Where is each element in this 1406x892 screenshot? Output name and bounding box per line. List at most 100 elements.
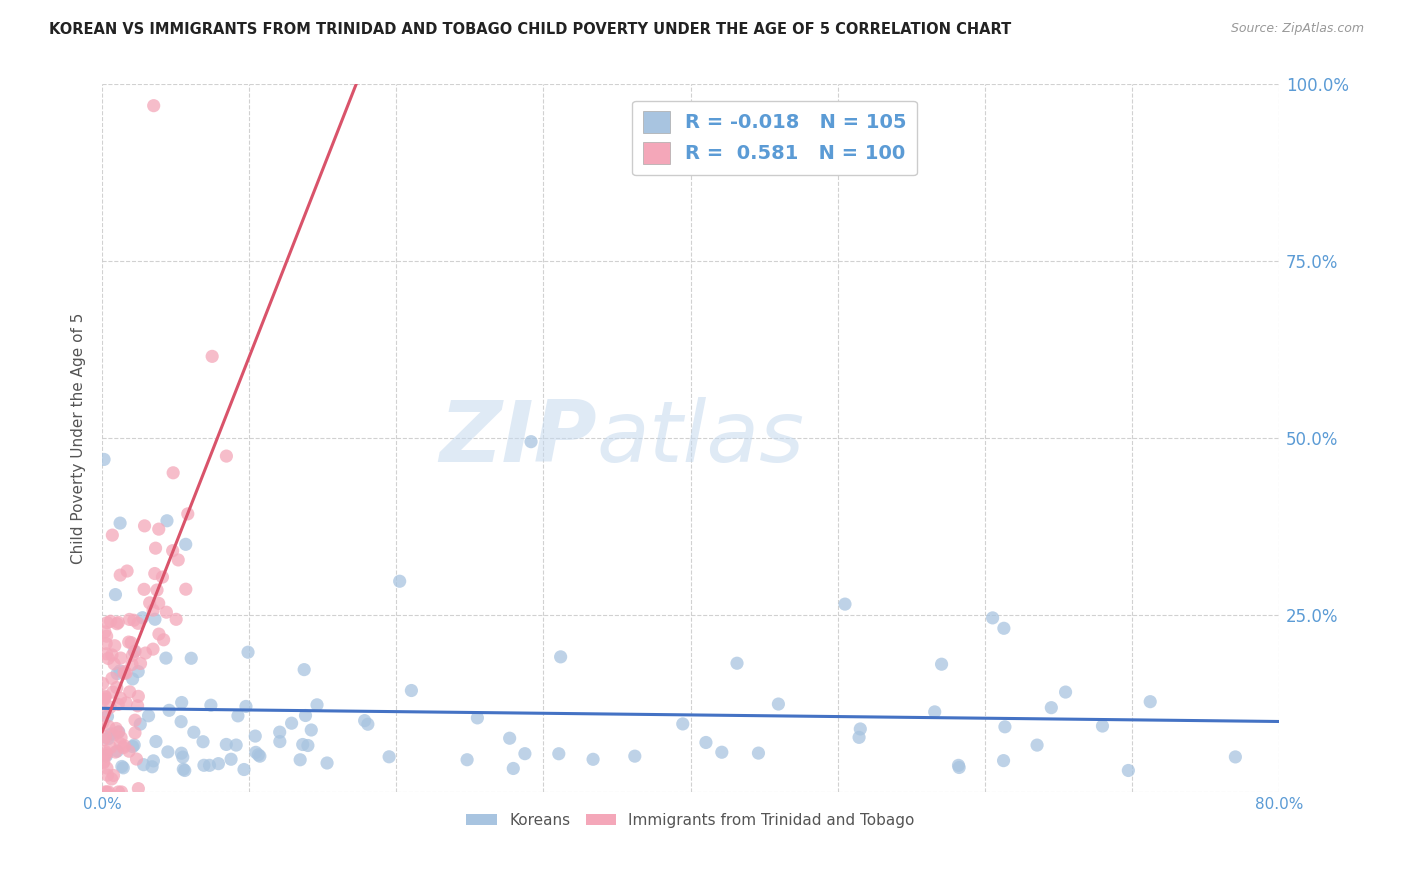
- Point: [180, 651, 202, 665]
- Point: [93, 692, 115, 706]
- Point: [105, 616, 128, 631]
- Point: [96, 647, 118, 661]
- Point: [122, 613, 145, 627]
- Point: [96, 629, 118, 643]
- Point: [134, 646, 156, 660]
- Point: [121, 672, 143, 686]
- Point: [103, 657, 125, 671]
- Point: [226, 709, 249, 723]
- Point: [100, 740, 122, 755]
- Point: [305, 698, 328, 712]
- Point: [91, 756, 114, 770]
- Point: [91, 715, 114, 730]
- Point: [148, 596, 170, 610]
- Point: [108, 664, 131, 678]
- Point: [125, 752, 148, 766]
- Point: [142, 98, 165, 112]
- Point: [162, 466, 184, 480]
- Point: [1139, 695, 1161, 709]
- Point: [695, 735, 717, 749]
- Point: [100, 614, 122, 628]
- Point: [623, 749, 645, 764]
- Point: [143, 612, 166, 626]
- Point: [108, 737, 131, 751]
- Point: [118, 612, 141, 626]
- Point: [103, 768, 125, 782]
- Point: [165, 612, 187, 626]
- Point: [520, 434, 543, 449]
- Point: [124, 644, 146, 658]
- Point: [245, 729, 267, 743]
- Point: [401, 683, 423, 698]
- Point: [170, 696, 193, 710]
- Point: [142, 754, 165, 768]
- Point: [148, 522, 170, 536]
- Point: [152, 570, 174, 584]
- Point: [122, 644, 145, 658]
- Point: [104, 588, 127, 602]
- Point: [981, 611, 1004, 625]
- Point: [118, 685, 141, 699]
- Point: [111, 759, 134, 773]
- Point: [513, 747, 536, 761]
- Point: [357, 717, 380, 731]
- Point: [269, 725, 291, 739]
- Point: [98, 700, 121, 714]
- Point: [146, 582, 169, 597]
- Point: [112, 740, 135, 755]
- Point: [104, 639, 127, 653]
- Point: [498, 731, 520, 746]
- Point: [100, 727, 122, 741]
- Point: [170, 714, 193, 729]
- Text: atlas: atlas: [596, 397, 804, 480]
- Point: [233, 763, 256, 777]
- Point: [236, 645, 259, 659]
- Point: [107, 725, 129, 739]
- Point: [127, 690, 149, 704]
- Point: [157, 703, 180, 717]
- Point: [107, 785, 129, 799]
- Point: [127, 616, 149, 631]
- Point: [93, 693, 115, 707]
- Point: [138, 708, 160, 723]
- Point: [112, 666, 135, 681]
- Point: [110, 651, 132, 665]
- Point: [456, 753, 478, 767]
- Point: [948, 758, 970, 772]
- Point: [288, 753, 311, 767]
- Point: [170, 746, 193, 760]
- Point: [167, 553, 190, 567]
- Point: [94, 744, 117, 758]
- Point: [121, 739, 143, 754]
- Point: [105, 744, 128, 758]
- Point: [834, 597, 856, 611]
- Point: [107, 615, 129, 630]
- Point: [93, 732, 115, 747]
- Point: [101, 671, 124, 685]
- Point: [225, 738, 247, 752]
- Point: [219, 752, 242, 766]
- Point: [848, 731, 870, 745]
- Point: [110, 785, 132, 799]
- Point: [97, 731, 120, 746]
- Point: [115, 564, 138, 578]
- Text: KOREAN VS IMMIGRANTS FROM TRINIDAD AND TOBAGO CHILD POVERTY UNDER THE AGE OF 5 C: KOREAN VS IMMIGRANTS FROM TRINIDAD AND T…: [49, 22, 1011, 37]
- Point: [145, 541, 167, 556]
- Text: Source: ZipAtlas.com: Source: ZipAtlas.com: [1230, 22, 1364, 36]
- Point: [145, 734, 167, 748]
- Point: [132, 582, 155, 597]
- Point: [235, 699, 257, 714]
- Point: [105, 681, 128, 695]
- Point: [114, 739, 136, 753]
- Point: [115, 665, 138, 680]
- Point: [96, 709, 118, 723]
- Point: [378, 749, 401, 764]
- Point: [247, 747, 270, 762]
- Point: [162, 543, 184, 558]
- Point: [107, 698, 129, 712]
- Point: [121, 657, 143, 672]
- Point: [97, 719, 120, 733]
- Point: [1054, 685, 1077, 699]
- Point: [249, 749, 271, 764]
- Point: [269, 734, 291, 748]
